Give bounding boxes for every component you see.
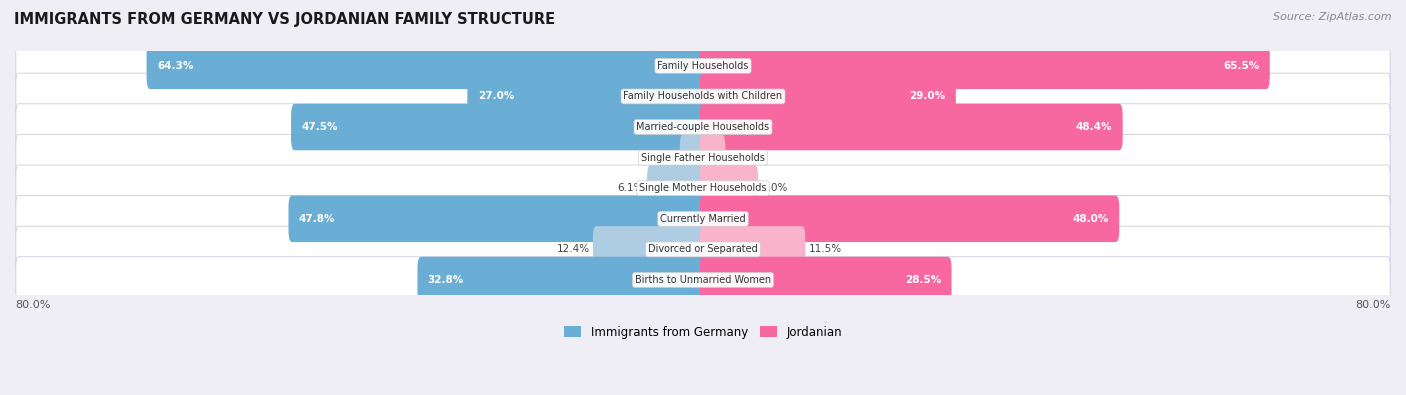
FancyBboxPatch shape — [288, 196, 706, 242]
FancyBboxPatch shape — [146, 43, 706, 89]
Text: 6.0%: 6.0% — [762, 183, 787, 193]
Text: 2.2%: 2.2% — [728, 152, 755, 163]
FancyBboxPatch shape — [647, 165, 706, 211]
Text: 48.4%: 48.4% — [1076, 122, 1112, 132]
Text: Divorced or Separated: Divorced or Separated — [648, 245, 758, 254]
Text: 28.5%: 28.5% — [905, 275, 941, 285]
Text: 32.8%: 32.8% — [427, 275, 464, 285]
Text: 80.0%: 80.0% — [1355, 300, 1391, 310]
FancyBboxPatch shape — [15, 73, 1391, 120]
Text: 65.5%: 65.5% — [1223, 61, 1260, 71]
Text: 12.4%: 12.4% — [557, 245, 589, 254]
Text: Single Father Households: Single Father Households — [641, 152, 765, 163]
FancyBboxPatch shape — [700, 73, 956, 120]
Text: 11.5%: 11.5% — [808, 245, 842, 254]
FancyBboxPatch shape — [700, 257, 952, 303]
FancyBboxPatch shape — [15, 43, 1391, 89]
FancyBboxPatch shape — [15, 134, 1391, 181]
FancyBboxPatch shape — [15, 257, 1391, 303]
FancyBboxPatch shape — [679, 134, 706, 181]
FancyBboxPatch shape — [593, 226, 706, 273]
FancyBboxPatch shape — [700, 43, 1270, 89]
Text: Births to Unmarried Women: Births to Unmarried Women — [636, 275, 770, 285]
FancyBboxPatch shape — [700, 226, 806, 273]
FancyBboxPatch shape — [291, 104, 706, 150]
Text: Family Households with Children: Family Households with Children — [623, 91, 783, 102]
FancyBboxPatch shape — [700, 134, 725, 181]
Text: 80.0%: 80.0% — [15, 300, 51, 310]
FancyBboxPatch shape — [15, 226, 1391, 273]
Text: 6.1%: 6.1% — [617, 183, 644, 193]
Text: Source: ZipAtlas.com: Source: ZipAtlas.com — [1274, 12, 1392, 22]
FancyBboxPatch shape — [700, 165, 758, 211]
Text: 64.3%: 64.3% — [157, 61, 193, 71]
Legend: Immigrants from Germany, Jordanian: Immigrants from Germany, Jordanian — [558, 321, 848, 343]
Text: IMMIGRANTS FROM GERMANY VS JORDANIAN FAMILY STRUCTURE: IMMIGRANTS FROM GERMANY VS JORDANIAN FAM… — [14, 12, 555, 27]
FancyBboxPatch shape — [15, 104, 1391, 150]
Text: Currently Married: Currently Married — [661, 214, 745, 224]
FancyBboxPatch shape — [418, 257, 706, 303]
FancyBboxPatch shape — [700, 104, 1122, 150]
Text: Married-couple Households: Married-couple Households — [637, 122, 769, 132]
Text: Single Mother Households: Single Mother Households — [640, 183, 766, 193]
FancyBboxPatch shape — [700, 196, 1119, 242]
FancyBboxPatch shape — [15, 196, 1391, 242]
Text: Family Households: Family Households — [658, 61, 748, 71]
Text: 47.8%: 47.8% — [299, 214, 335, 224]
FancyBboxPatch shape — [15, 165, 1391, 211]
Text: 29.0%: 29.0% — [910, 91, 945, 102]
Text: 2.3%: 2.3% — [650, 152, 676, 163]
Text: 48.0%: 48.0% — [1073, 214, 1109, 224]
Text: 47.5%: 47.5% — [301, 122, 337, 132]
FancyBboxPatch shape — [467, 73, 706, 120]
Text: 27.0%: 27.0% — [478, 91, 515, 102]
